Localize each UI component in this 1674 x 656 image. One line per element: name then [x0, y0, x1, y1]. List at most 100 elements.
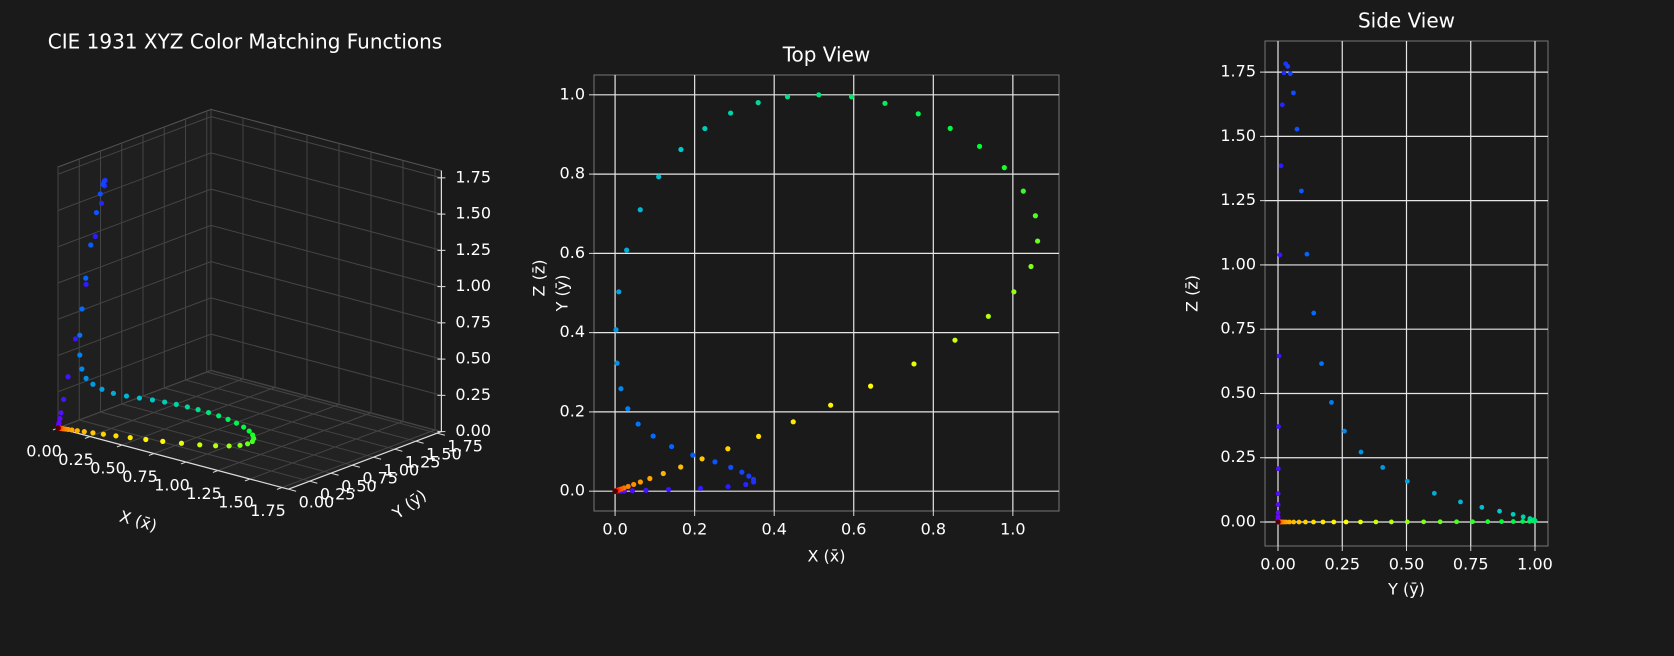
- data-point: [225, 416, 231, 422]
- data-point: [83, 275, 89, 281]
- x-tick-label: 0.50: [1389, 555, 1425, 574]
- data-point: [1373, 519, 1379, 525]
- data-point: [241, 424, 247, 430]
- data-point: [755, 100, 761, 106]
- tick-mark: [437, 432, 445, 436]
- data-point: [127, 435, 133, 441]
- data-point: [1510, 511, 1516, 517]
- data-point: [1520, 514, 1526, 520]
- data-point: [1358, 449, 1364, 455]
- z-tick-label: 0.50: [455, 349, 491, 368]
- data-point: [1285, 64, 1291, 69]
- data-point: [65, 374, 71, 380]
- data-point: [216, 413, 222, 419]
- data-point: [848, 94, 855, 100]
- grid-line: [210, 369, 442, 433]
- data-point: [1276, 424, 1281, 429]
- x-tick-label: 1.0: [1000, 520, 1025, 539]
- data-point: [728, 464, 734, 470]
- data-point: [1303, 519, 1308, 525]
- tick-mark: [415, 440, 424, 444]
- x-tick-label: 0.8: [921, 520, 946, 539]
- data-point: [61, 396, 67, 402]
- data-point: [149, 397, 156, 403]
- x-tick-label: 0.6: [841, 520, 866, 539]
- data-point: [613, 327, 619, 333]
- data-point: [233, 420, 240, 426]
- data-point: [1275, 514, 1281, 520]
- grid-line: [210, 188, 442, 251]
- data-point: [1431, 490, 1437, 496]
- y-tick-label: 0.2: [560, 401, 585, 420]
- data-point: [1404, 478, 1410, 484]
- data-point: [1291, 519, 1297, 525]
- y-tick-label: 0.6: [560, 243, 585, 262]
- data-point: [643, 487, 649, 493]
- data-point: [650, 433, 656, 439]
- tick-mark: [352, 464, 360, 468]
- data-point: [727, 110, 734, 116]
- data-point: [56, 420, 62, 426]
- grid-line: [206, 371, 438, 434]
- grid-line: [57, 188, 212, 248]
- data-point: [678, 464, 684, 470]
- grid-line: [121, 403, 353, 466]
- data-point: [614, 360, 620, 366]
- data-point: [725, 483, 731, 490]
- chart-title: Top View: [782, 43, 871, 67]
- data-point: [669, 443, 675, 450]
- data-point: [184, 404, 190, 410]
- z-tick-label: 0.25: [455, 385, 491, 404]
- y-tick-label: 0.0: [560, 481, 585, 500]
- data-point: [1291, 90, 1296, 96]
- y-tick-label: 1.50: [1220, 126, 1256, 145]
- y-tick-label: 0.50: [1220, 383, 1256, 402]
- z-tick-label: 1.50: [455, 204, 491, 223]
- data-point: [1358, 519, 1363, 525]
- data-point: [160, 438, 166, 444]
- z-axis-label: Z (z̄): [530, 260, 549, 297]
- data-point: [100, 431, 106, 437]
- data-point: [1497, 508, 1502, 514]
- x-tick-label: 0.4: [761, 520, 786, 539]
- data-point: [74, 428, 80, 434]
- data-point: [79, 366, 85, 372]
- data-point: [88, 242, 94, 248]
- data-point: [828, 402, 834, 408]
- data-point: [725, 446, 731, 452]
- data-point: [631, 481, 637, 488]
- grid-line: [164, 387, 395, 450]
- data-point: [618, 386, 624, 392]
- data-point: [1421, 519, 1427, 525]
- data-point: [1454, 519, 1459, 525]
- data-point: [743, 481, 749, 488]
- x-tick-label: 0.00: [1260, 555, 1296, 574]
- grid-line: [57, 369, 212, 429]
- data-point: [1510, 519, 1516, 524]
- data-point: [213, 443, 219, 449]
- data-point: [90, 430, 96, 436]
- x-tick-label: 1.75: [250, 501, 286, 520]
- x-tick-label: 1.50: [218, 493, 254, 512]
- grid-line: [210, 224, 442, 288]
- data-point: [173, 401, 179, 408]
- data-point: [1032, 213, 1039, 219]
- data-point: [249, 438, 255, 445]
- grid-line: [210, 333, 442, 396]
- data-point: [237, 442, 243, 448]
- x-tick-label: 0.0: [602, 520, 627, 539]
- data-point: [1296, 519, 1302, 525]
- y-axis-label: Y (ȳ): [553, 275, 572, 313]
- plot-area: [593, 74, 1060, 512]
- data-point: [1458, 499, 1463, 505]
- data-point: [69, 427, 75, 433]
- x-tick-label: 1.25: [186, 484, 222, 503]
- data-point: [1499, 519, 1504, 524]
- data-point: [100, 181, 106, 188]
- grid-line: [57, 333, 212, 393]
- data-point: [178, 440, 185, 446]
- data-point: [699, 456, 705, 462]
- data-point: [882, 100, 888, 106]
- data-point: [1527, 518, 1532, 524]
- x-axis-label: X (x̄): [808, 547, 846, 566]
